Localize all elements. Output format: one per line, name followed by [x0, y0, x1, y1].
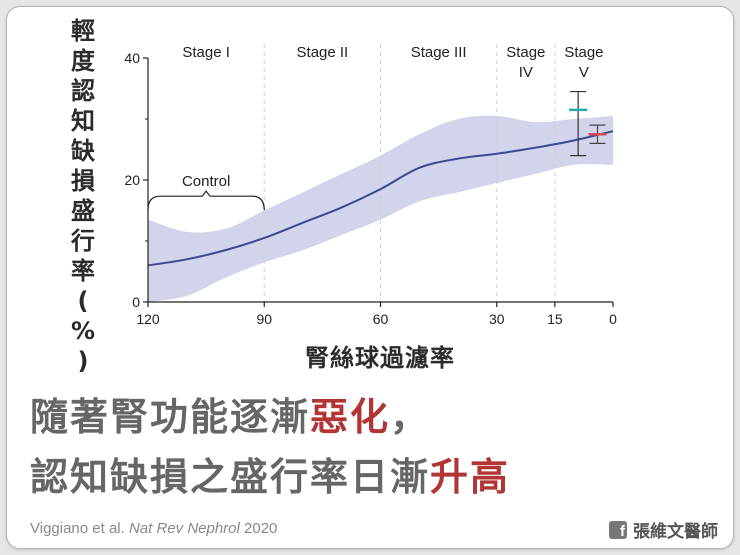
facebook-icon: f	[609, 520, 627, 539]
y-axis-label: 輕度認知缺損盛行率(%)	[70, 17, 96, 375]
stage-label: Stage	[506, 44, 545, 61]
stage-label: Stage II	[297, 44, 349, 61]
brand-name: 張維文醫師	[633, 522, 718, 542]
x-axis-label: 腎絲球過濾率	[305, 344, 455, 372]
headline-2-prefix: 認知缺損之盛行率日漸	[30, 455, 431, 499]
control-bracket	[147, 190, 265, 211]
y-tick-label: 20	[124, 172, 140, 188]
stage-label: Stage	[564, 44, 603, 61]
brand: f 張維文醫師	[609, 517, 718, 542]
headline-1-suffix: ，	[390, 395, 431, 439]
headline-1-prefix: 隨著腎功能逐漸	[30, 395, 311, 439]
headline-line-2: 認知缺損之盛行率日漸升高	[30, 446, 510, 501]
x-tick-label: 15	[547, 311, 563, 327]
citation-year: 2020	[239, 520, 278, 537]
stage-label: IV	[519, 64, 533, 81]
citation-journal: Nat Rev Nephrol	[128, 520, 240, 537]
headline-2-highlight: 升高	[430, 455, 511, 499]
x-tick-label: 0	[609, 311, 617, 327]
headline-line-1: 隨著腎功能逐漸惡化，	[30, 386, 430, 441]
x-tick-label: 30	[489, 311, 505, 327]
citation: Viggiano et al. Nat Rev Nephrol 2020	[30, 520, 277, 537]
stage-label: V	[579, 64, 589, 81]
stage-label: Stage I	[182, 44, 230, 61]
card-frame	[6, 6, 734, 549]
citation-authors: Viggiano et al.	[30, 520, 129, 537]
series-line	[147, 130, 614, 267]
x-tick-label: 60	[373, 311, 389, 327]
x-tick-label: 120	[136, 311, 160, 327]
x-tick-label: 90	[256, 311, 272, 327]
y-tick-label: 40	[124, 50, 140, 66]
stage-label: Stage III	[411, 44, 467, 61]
y-tick-label: 0	[132, 294, 140, 310]
control-label: Control	[182, 173, 230, 190]
headline-1-highlight: 惡化	[310, 395, 391, 439]
